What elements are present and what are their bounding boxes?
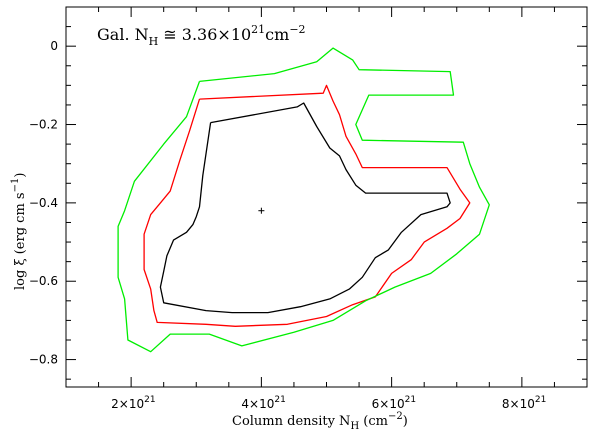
x-tick-label: 2×1021 [111, 395, 155, 411]
chart-annotation: Gal. NH ≅ 3.36×1021cm−2 [97, 23, 306, 48]
plot-frame [65, 6, 588, 388]
confidence-contours [117, 47, 490, 353]
axis-ticks: 2×1021 4×1021 6×1021 8×1021 0 −0.2 −0.4 −0.6 −0.… [29, 6, 588, 411]
contour-line-1 [159, 102, 451, 314]
contour-line-3 [117, 47, 490, 353]
y-tick-label: −0.8 [29, 353, 58, 367]
y-tick-label: 0 [50, 39, 58, 53]
x-tick-label: 4×1021 [241, 395, 285, 411]
y-tick-label: −0.2 [29, 118, 58, 132]
x-tick-label: 6×1021 [372, 395, 416, 411]
y-tick-label: −0.6 [29, 274, 58, 288]
y-tick-label: −0.4 [29, 196, 58, 210]
best-fit-marker [258, 207, 265, 214]
y-axis-label: log ξ (erg cm s−1) [10, 173, 28, 290]
x-axis-label: Column density NH (cm−2) [232, 411, 408, 432]
x-tick-label: 8×1021 [502, 395, 546, 411]
contour-line-2 [143, 84, 471, 327]
